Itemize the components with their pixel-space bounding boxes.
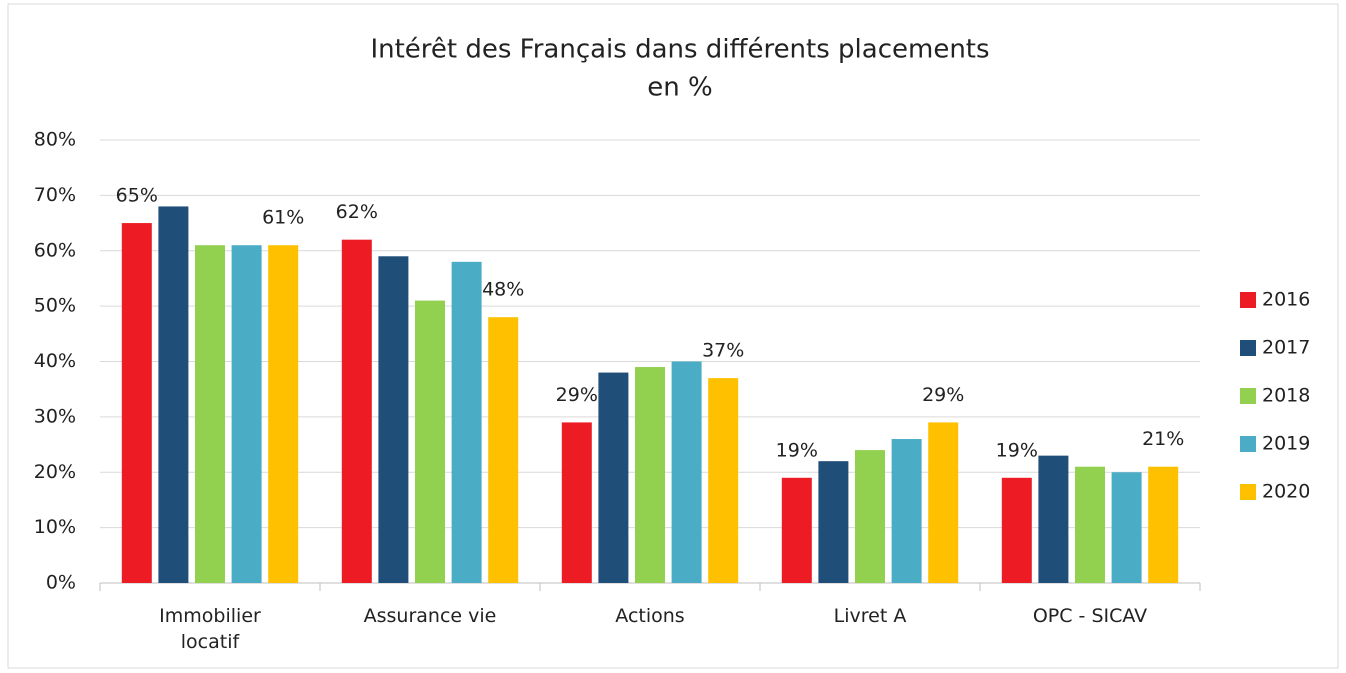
bar [378,256,409,583]
chart-title: Intérêt des Français dans différents pla… [370,35,989,65]
bar [818,461,849,583]
y-tick-label: 80% [34,129,76,151]
bar [415,300,445,583]
data-label: 19% [776,439,818,461]
data-label: 61% [262,207,304,229]
y-tick-label: 20% [34,461,76,483]
bar [268,245,299,583]
y-tick-label: 60% [34,239,76,261]
bar [1038,455,1069,583]
bar [1111,472,1142,583]
x-tick-label: Assurance vie [363,605,497,627]
bar [341,239,372,584]
bar [488,317,519,583]
bar [158,206,189,583]
bar [1075,466,1105,583]
bar [598,372,629,583]
x-tick-label: Actions [615,605,685,627]
legend-swatch [1240,340,1256,356]
y-tick-label: 70% [34,184,76,206]
bar [928,422,959,583]
x-tick-label: Livret A [833,605,907,627]
legend-label: 2018 [1262,385,1310,407]
legend-swatch [1240,292,1256,308]
y-tick-label: 10% [34,516,76,538]
data-label: 62% [336,201,378,223]
legend-label: 2017 [1262,337,1310,359]
legend-label: 2020 [1262,481,1310,503]
legend-swatch [1240,388,1256,404]
y-tick-label: 0% [46,572,76,594]
legend-swatch [1240,484,1256,500]
data-label: 65% [116,185,158,207]
data-label: 29% [556,384,598,406]
bar [671,361,702,583]
x-tick-label: OPC - SICAV [1032,605,1148,627]
bar [561,422,592,583]
data-label: 48% [482,279,524,301]
legend-label: 2019 [1262,433,1310,455]
data-label: 21% [1142,428,1184,450]
x-tick-label: Immobilier locatif [159,605,261,653]
bar [451,261,482,583]
data-label: 19% [996,439,1038,461]
y-tick-label: 50% [34,295,76,317]
bar [891,439,922,583]
y-tick-label: 30% [34,405,76,427]
legend-swatch [1240,436,1256,452]
bar [1148,466,1179,583]
bar [635,367,665,583]
bar [781,477,812,583]
bar [231,245,262,583]
bar [195,245,225,583]
data-label: 29% [922,384,964,406]
chart-title: en % [647,73,712,103]
y-tick-label: 40% [34,350,76,372]
legend-label: 2016 [1262,289,1310,311]
bar [708,378,739,583]
bar [855,450,885,583]
bar [121,223,152,583]
data-label: 37% [702,340,744,362]
bar [1001,477,1032,583]
